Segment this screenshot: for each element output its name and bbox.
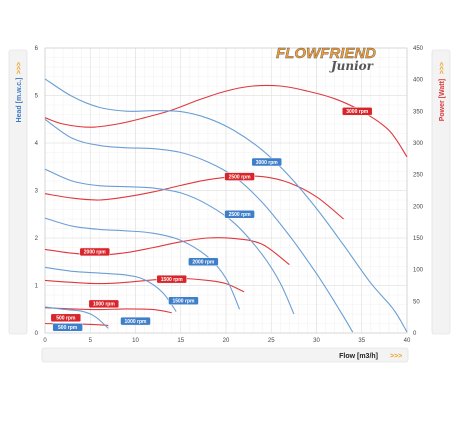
head-curve-label-box [120,316,151,326]
head-curve [44,306,109,329]
logo-brand: FLOWFRIEND [276,45,376,62]
y2-tick-label: 300 [413,141,424,147]
y-tick-label: 2 [35,236,39,242]
head-curve [44,217,241,310]
y-tick-label: 4 [35,141,39,147]
x-tick-label: 35 [358,338,365,344]
y2-tick-label: 200 [413,204,424,210]
x-tick-label: 10 [132,338,139,344]
head-curve [44,168,295,315]
x-tick-label: 0 [43,338,47,344]
y2-tick-label: 350 [413,109,424,115]
power-curve-label: 2500 rpm [229,174,252,180]
head-curve-label: 2000 rpm [192,260,215,266]
y2-tick-label: 400 [413,78,424,84]
power-curve-label-box [50,313,82,323]
head-curve [44,266,177,312]
head-curve-label: 500 rpm [58,325,78,331]
bottom-axis-arrow: >>> [390,353,402,360]
head-curve-label: 1500 rpm [172,299,195,305]
y2-tick-label: 50 [413,299,420,305]
power-curve-label: 3000 rpm [346,109,369,115]
power-curve-label-box [79,247,111,257]
curves [44,78,408,333]
power-curve-label-box [88,299,120,309]
power-curve-label: 2000 rpm [84,250,107,256]
plot-frame [44,47,408,334]
y-tick-label: 0 [35,331,39,337]
x-tick-label: 25 [268,338,275,344]
head-curve-label-box [52,323,83,332]
power-curve-label: 1500 rpm [161,277,184,283]
y-tick-label: 6 [35,46,39,52]
power-curve [44,277,245,293]
flowfriend-logo: FLOWFRIEND Junior [276,45,377,73]
x-tick-label: 5 [89,338,93,344]
power-curve [44,307,172,314]
power-curve-label-box [224,172,255,181]
power-curve-label-box [341,107,373,116]
y2-tick-label: 0 [413,331,417,337]
x-tick-label: 40 [404,338,411,344]
power-curve-label: 500 rpm [56,316,76,322]
power-curve-label: 1000 rpm [93,302,116,308]
y-tick-label: 5 [35,94,39,100]
right-axis-panel: >>> Power [Watt] [431,49,451,335]
head-curve-label-box [251,157,282,167]
right-axis-arrow: >>> [439,62,446,74]
x-tick-label: 15 [177,338,184,344]
head-curve-label: 1000 rpm [125,319,148,325]
head-curve-label-box [224,210,255,219]
y2-tick-label: 450 [413,46,424,52]
x-tick-label: 20 [223,338,230,344]
y-tick-label: 1 [35,284,39,290]
head-curve-label-box [188,257,219,266]
y-axis-title: Head [m.w.c.] [16,78,23,123]
y2-tick-label: 250 [413,173,424,179]
bottom-axis-panel: Flow [m3/h] >>> [41,347,409,363]
head-curve-label: 2500 rpm [229,212,252,218]
y2-tick-label: 100 [413,268,424,274]
y2-axis-title: Power [Watt] [439,79,446,122]
axis-ticks: 0 5 10 15 20 25 30 35 40012345605010015020025030… [35,46,424,344]
x-axis-title: Flow [m3/h] [339,353,378,360]
left-axis-panel: >>> Head [m.w.c.] [8,49,28,335]
power-curve-label-box [156,274,187,284]
y-tick-label: 3 [35,189,39,195]
y2-tick-label: 150 [413,236,424,242]
head-curve [44,78,408,333]
power-curve [44,84,408,158]
plot-grid [44,47,408,334]
head-curve-label: 3000 rpm [256,160,279,166]
head-curve-label-box [168,296,199,305]
x-tick-label: 30 [313,338,320,344]
logo-edition: Junior [329,59,375,73]
left-axis-arrow: >>> [16,62,23,74]
curve-labels: 3000 rpm 2500 rpm 2000 rpm 1500 rpm 1000 rpm… [50,107,373,332]
power-curve [44,175,344,220]
head-curve [44,118,354,333]
